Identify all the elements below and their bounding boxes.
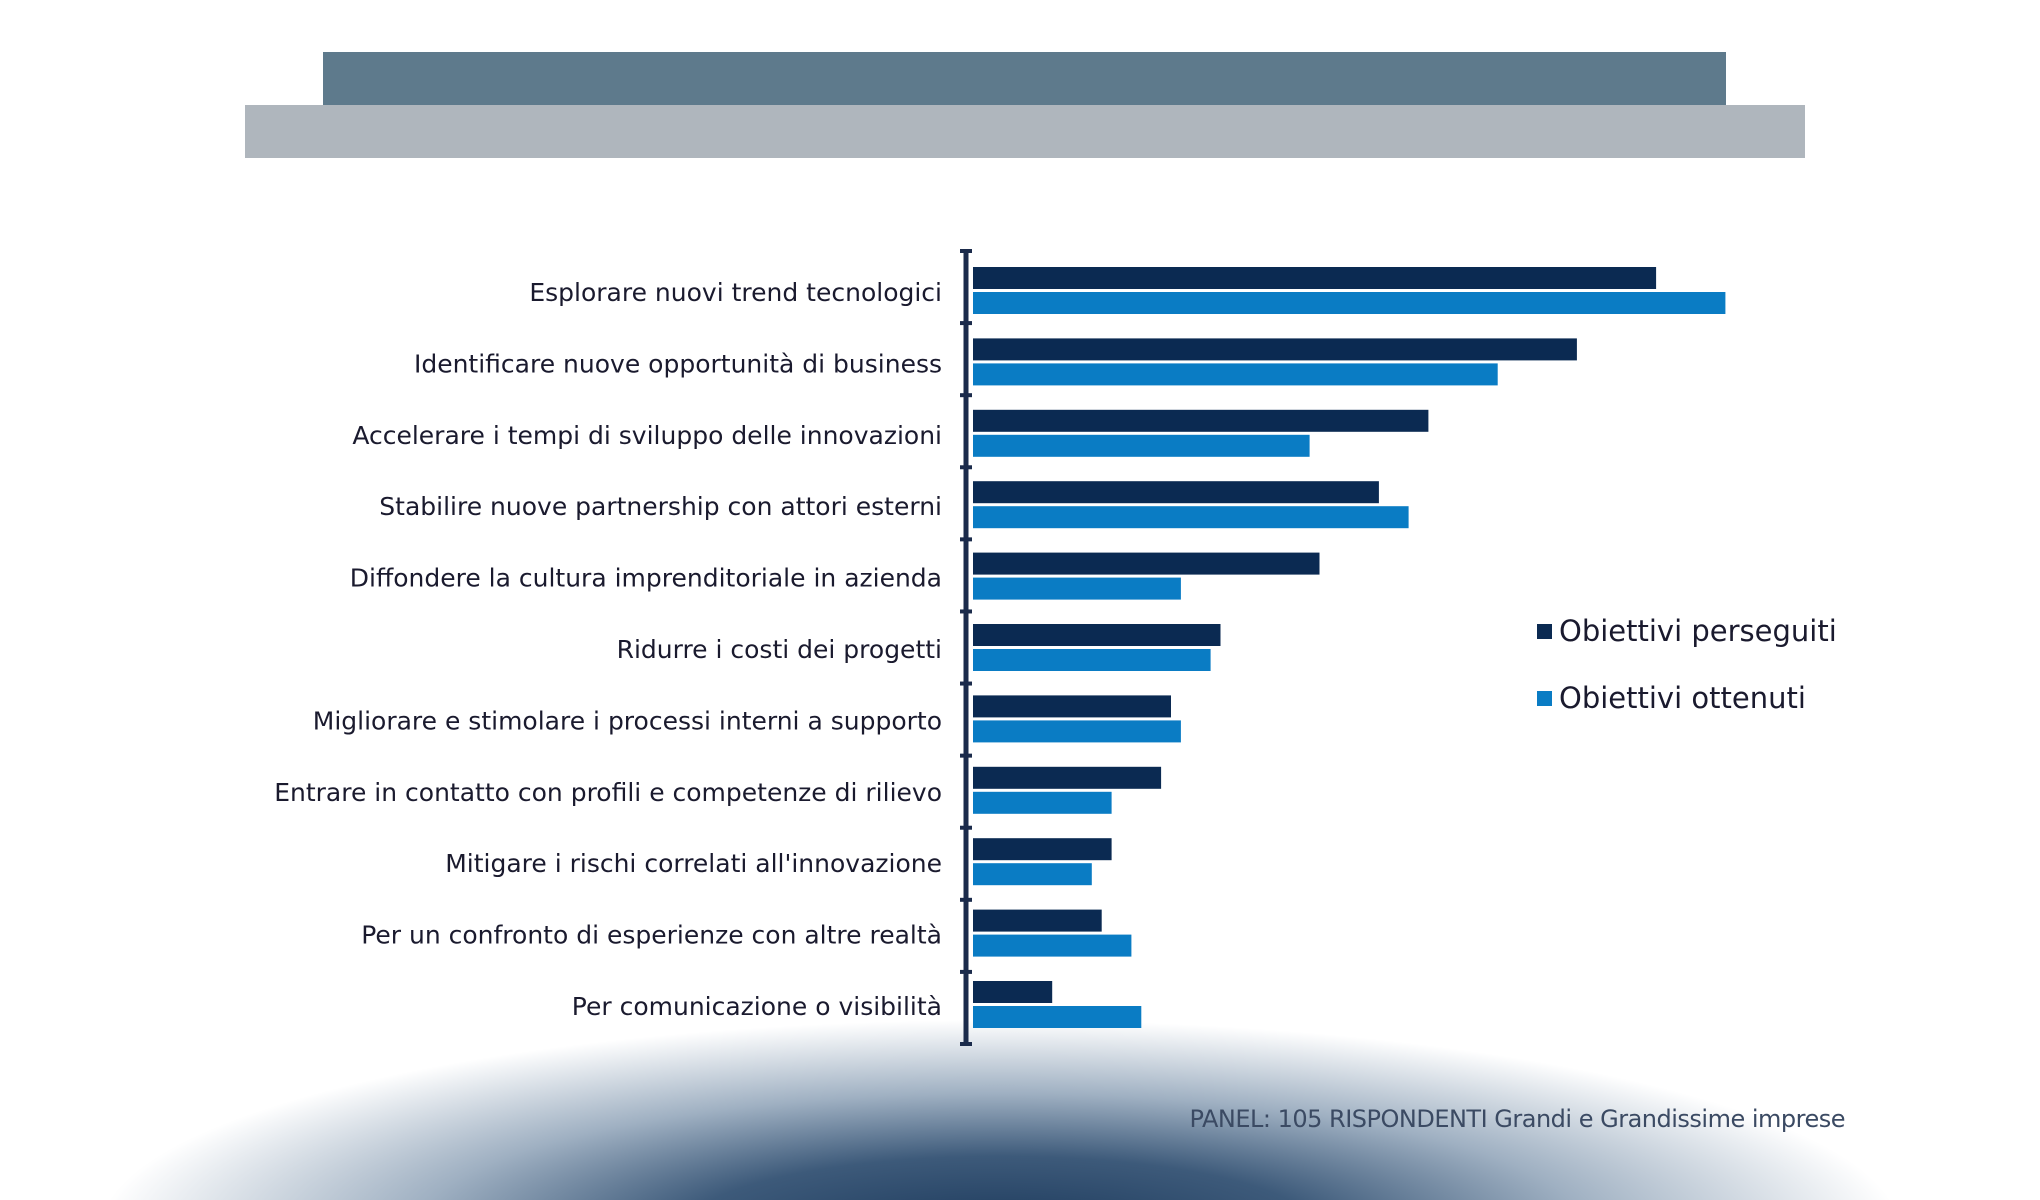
- category-label: Stabilire nuove partnership con attori e…: [379, 492, 942, 521]
- bar-perseguiti: [973, 766, 1162, 789]
- category-label: Esplorare nuovi trend tecnologici: [529, 278, 942, 307]
- bar-perseguiti: [973, 838, 1112, 861]
- category-label: Per comunicazione o visibilità: [572, 992, 942, 1021]
- bar-ottenuti: [973, 1006, 1142, 1028]
- bar-ottenuti: [973, 791, 1112, 814]
- category-label: Entrare in contatto con profili e compet…: [274, 778, 942, 807]
- header-banner-light: [245, 105, 1805, 158]
- category-label: Accelerare i tempi di sviluppo delle inn…: [352, 421, 942, 450]
- bar-perseguiti: [973, 552, 1320, 575]
- category-label: Migliorare e stimolare i processi intern…: [313, 706, 942, 735]
- bar-perseguiti: [973, 909, 1102, 932]
- bar-ottenuti: [973, 363, 1498, 386]
- legend-label: Obiettivi ottenuti: [1559, 681, 1806, 715]
- category-label: Mitigare i rischi correlati all'innovazi…: [445, 849, 942, 878]
- category-label: Ridurre i costi dei progetti: [617, 635, 942, 664]
- bar-ottenuti: [973, 649, 1211, 671]
- bar-perseguiti: [973, 695, 1171, 718]
- legend-swatch: [1537, 624, 1552, 639]
- header-banner-dark: [323, 52, 1726, 105]
- legend-swatch: [1537, 691, 1552, 706]
- bar-perseguiti: [973, 624, 1221, 646]
- category-label: Diffondere la cultura imprenditoriale in…: [350, 564, 942, 593]
- bar-ottenuti: [973, 934, 1132, 957]
- legend-label: Obiettivi perseguiti: [1559, 614, 1837, 648]
- category-label: Identificare nuove opportunità di busine…: [414, 349, 942, 378]
- bar-ottenuti: [973, 720, 1181, 743]
- bar-perseguiti: [973, 267, 1657, 289]
- bar-ottenuti: [973, 577, 1181, 600]
- bar-perseguiti: [973, 981, 1053, 1003]
- panel-footnote: PANEL: 105 RISPONDENTI Grandi e Grandiss…: [1189, 1105, 1846, 1133]
- bar-ottenuti: [973, 506, 1409, 529]
- bar-ottenuti: [973, 292, 1726, 314]
- bar-ottenuti: [973, 434, 1310, 457]
- bar-ottenuti: [973, 863, 1092, 886]
- category-label: Per un confronto di esperienze con altre…: [361, 921, 942, 950]
- bar-perseguiti: [973, 481, 1379, 504]
- bar-perseguiti: [973, 338, 1577, 361]
- bar-perseguiti: [973, 409, 1429, 432]
